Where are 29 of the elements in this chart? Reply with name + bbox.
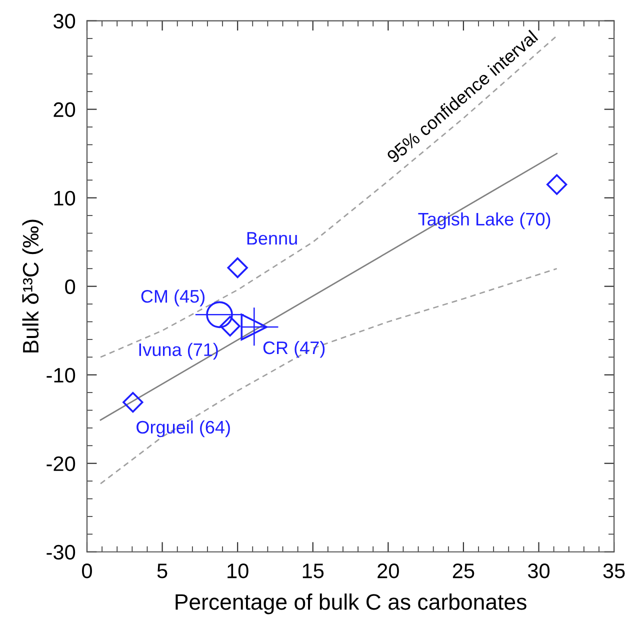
series-label: Bennu <box>247 232 297 245</box>
point <box>546 174 568 195</box>
y-axis-title: Bulk δ¹³C (‰) <box>22 220 43 352</box>
y-tick-label: -20 <box>46 456 76 472</box>
y-tick-label: 10 <box>54 190 76 206</box>
x-tick-label: 30 <box>528 564 550 578</box>
point <box>227 257 248 278</box>
point <box>206 301 233 328</box>
x-tick-label: 15 <box>302 564 324 578</box>
point <box>240 314 268 340</box>
y-tick-label: 0 <box>65 279 76 294</box>
x-tick-label: 25 <box>452 564 474 578</box>
series-label: Orgueil (64) <box>136 420 230 438</box>
y-tick-label: -30 <box>46 544 76 560</box>
series-label: CM (45) <box>141 289 205 306</box>
x-tick-label: 20 <box>378 564 399 578</box>
x-tick-label: 5 <box>157 564 168 578</box>
y-tick-label: -10 <box>46 368 76 383</box>
x-tick-label: 35 <box>603 564 625 578</box>
point <box>122 392 144 413</box>
point <box>220 316 240 336</box>
x-tick-label: 10 <box>228 564 248 578</box>
x-tick-label: 0 <box>82 564 92 578</box>
series-label: Ivuna (71) <box>139 342 218 360</box>
y-tick-label: 30 <box>54 14 76 29</box>
series-label: CR (47) <box>263 340 325 358</box>
x-axis-title: Percentage of bulk C as carbonates <box>176 594 526 614</box>
y-tick-label: 20 <box>54 102 76 118</box>
line-series <box>100 268 558 484</box>
